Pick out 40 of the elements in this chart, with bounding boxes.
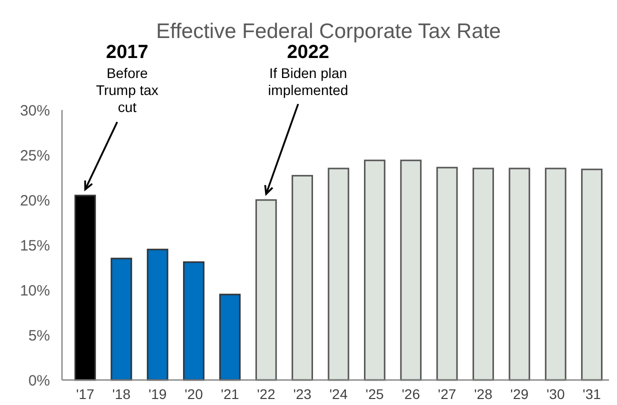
- x-tick-label: '30: [546, 386, 565, 402]
- y-tick-label: 20%: [20, 192, 50, 210]
- x-tick-label: '27: [438, 386, 456, 402]
- bar: [328, 168, 350, 381]
- y-tick-label: 25%: [20, 147, 50, 164]
- y-tick-label: 5%: [28, 327, 50, 344]
- bar: [472, 168, 494, 381]
- bar: [74, 194, 96, 381]
- bar: [292, 174, 314, 381]
- chart-title: Effective Federal Corporate Tax Rate: [156, 20, 501, 43]
- x-tick-label: '20: [184, 386, 204, 402]
- y-tick-label: 0%: [28, 372, 50, 390]
- annotation: 2017 Before Trump tax cut: [96, 42, 158, 115]
- bar: [364, 160, 386, 381]
- bar: [581, 168, 603, 381]
- x-tick-label: '22: [257, 386, 276, 402]
- x-tick-label: '31: [582, 386, 602, 402]
- x-tick-label: '26: [402, 386, 420, 402]
- bar: [146, 248, 168, 381]
- annotation: 2022 If Biden plan implemented: [268, 42, 348, 98]
- x-tick-label: '28: [474, 386, 493, 402]
- x-tick-label: '19: [148, 386, 167, 402]
- bar: [400, 160, 422, 381]
- x-tick-label: '29: [510, 386, 529, 402]
- bar: [436, 166, 458, 381]
- bar: [110, 258, 132, 381]
- x-tick-label: '24: [329, 386, 348, 402]
- x-tick-label: '17: [76, 386, 95, 402]
- bar: [508, 168, 530, 381]
- bar: [544, 168, 566, 381]
- x-tick-label: '18: [112, 386, 131, 402]
- y-tick-label: 10%: [20, 282, 50, 300]
- x-tick-label: '25: [366, 386, 384, 402]
- bar: [255, 199, 277, 381]
- bar: [219, 294, 241, 381]
- x-tick-label: '21: [220, 386, 240, 402]
- bar: [183, 261, 204, 381]
- y-tick-label: 15%: [20, 237, 50, 254]
- x-tick-label: '23: [293, 386, 312, 402]
- y-tick-label: 30%: [20, 102, 50, 120]
